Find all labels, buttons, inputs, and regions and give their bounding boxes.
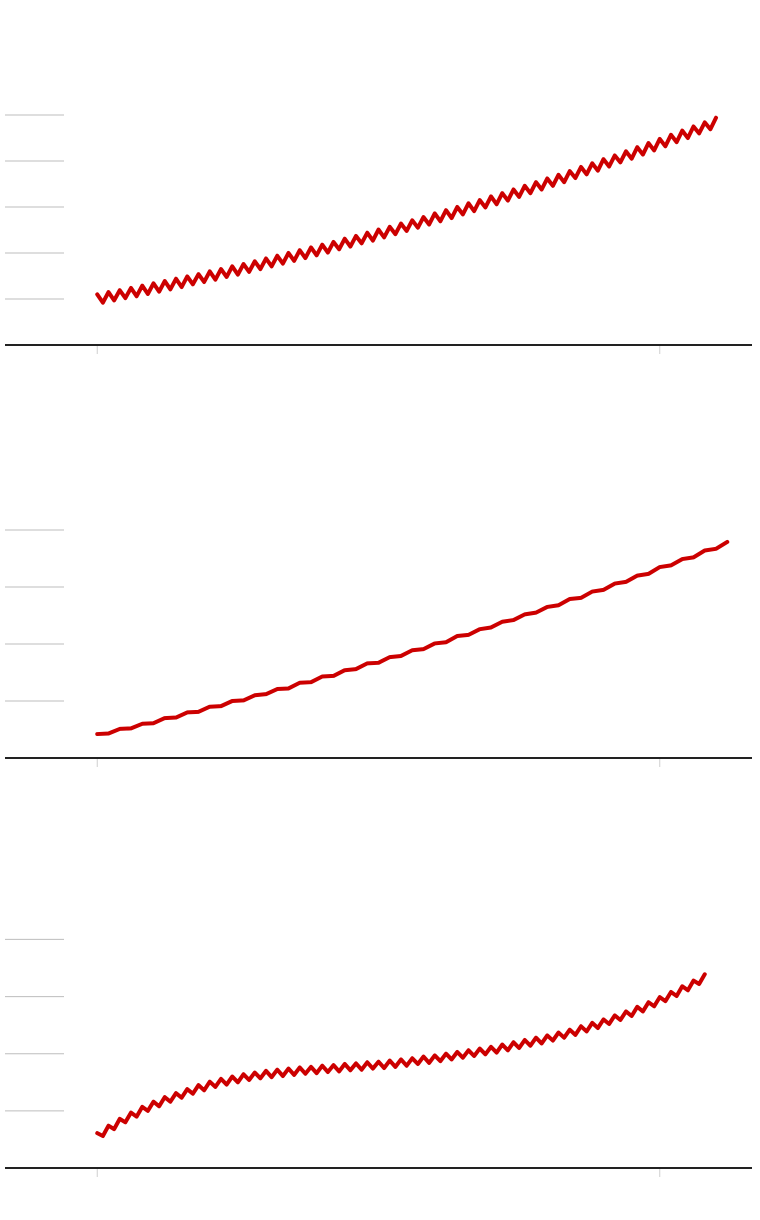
data-line <box>95 539 730 737</box>
data-line <box>95 115 718 305</box>
data-line <box>95 972 707 1138</box>
